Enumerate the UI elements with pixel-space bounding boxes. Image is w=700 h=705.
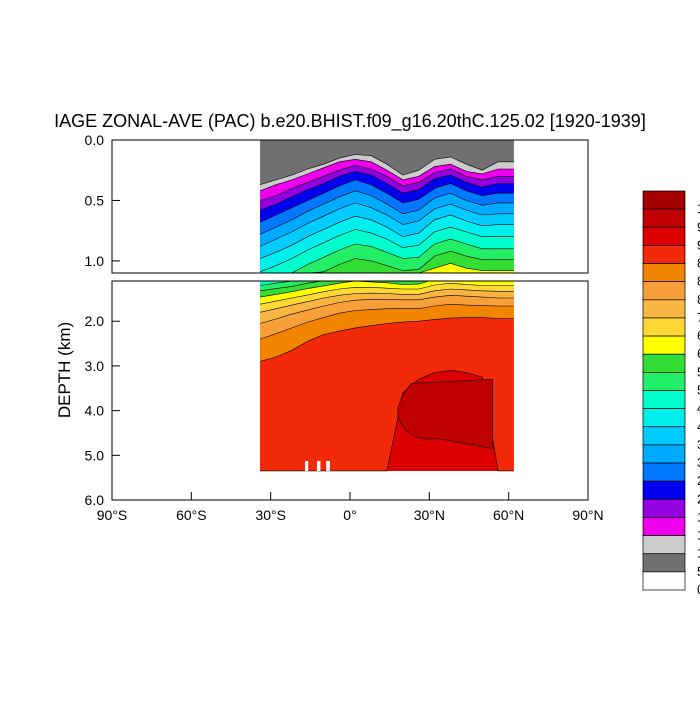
legend-swatch-15 <box>642 462 686 482</box>
upper-land-mask <box>513 140 588 273</box>
axes: 0.0 0.5 1.0 2.0 3.0 4.0 5.0 6.090°S 60°S 30°S 0° 30… <box>85 132 604 523</box>
legend-label: 5 <box>697 383 700 398</box>
upper-contour-line-12 <box>260 262 514 273</box>
x-tick-label: 30°S <box>255 507 286 523</box>
y-tick-label: 3.0 <box>85 358 105 374</box>
lower-contour-line-11 <box>260 281 324 292</box>
legend-swatch-11 <box>642 390 686 409</box>
legend-label: 0 <box>697 582 700 597</box>
data-gap-0 <box>305 460 309 471</box>
legend-swatch-21 <box>642 571 686 591</box>
legend-label: 5 <box>697 564 700 579</box>
upper-contour-line-5 <box>259 179 514 223</box>
y-tick-label: 0.0 <box>85 132 105 148</box>
x-tick-label: 0° <box>343 507 356 523</box>
legend-label: 1 <box>697 528 700 543</box>
x-tick-label: 90°S <box>97 507 128 523</box>
legend-label: 4 <box>697 401 700 416</box>
x-tick-label: 30°N <box>414 507 445 523</box>
legend-label: 3 <box>697 455 700 470</box>
legend-label: 3 <box>697 437 700 452</box>
color-legend: 1 9 9 8 8 8 7 6 6 5 5 4 4 3 3 2 2 1 1 1 5 0 <box>642 190 700 597</box>
legend-swatch-3 <box>642 245 686 264</box>
y-tick-label: 2.0 <box>85 313 105 329</box>
upper-field-band-12 <box>260 263 514 273</box>
legend-label: 6 <box>697 346 700 361</box>
legend-label: 5 <box>697 364 700 379</box>
upper-panel-frame <box>111 139 589 274</box>
legend-label: 8 <box>697 256 700 271</box>
y-axis-label: DEPTH (km) <box>55 322 74 418</box>
data-gap-2 <box>326 460 330 471</box>
legend-swatch-13 <box>642 426 686 446</box>
x-tick-label: 90°N <box>572 507 603 523</box>
legend-swatch-20 <box>642 553 686 573</box>
deep-red-core <box>397 379 494 449</box>
legend-swatch-12 <box>642 408 686 428</box>
lower-contour-line-15 <box>260 294 514 324</box>
legend-swatch-14 <box>642 444 686 464</box>
y-tick-label: 5.0 <box>85 447 105 463</box>
lower-contour-line-14 <box>260 288 514 313</box>
upper-contour-line-7 <box>259 202 514 247</box>
chart-title: IAGE ZONAL-AVE (PAC) b.e20.BHIST.f09_g16… <box>54 111 646 132</box>
legend-label: 7 <box>697 310 700 325</box>
legend-swatch-6 <box>642 299 686 319</box>
legend-swatch-4 <box>642 263 686 283</box>
upper-contour-line-6 <box>259 190 514 235</box>
upper-contour-line-3 <box>260 165 514 201</box>
data-gap-1 <box>316 460 321 471</box>
upper-contour-line-10 <box>260 238 514 273</box>
lower-contour-line-13 <box>260 282 514 305</box>
legend-label: 2 <box>697 473 700 488</box>
x-tick-label: 60°S <box>176 507 207 523</box>
upper-contour-line-4 <box>259 171 514 211</box>
legend-label: 1 <box>697 546 700 561</box>
y-tick-label: 1.0 <box>85 253 105 269</box>
x-tick-label: 60°N <box>493 507 524 523</box>
y-tick-label: 0.5 <box>85 192 105 208</box>
lower-contour-line-16 <box>260 303 514 340</box>
y-tick-label: 6.0 <box>85 492 105 508</box>
legend-label: 9 <box>697 219 700 234</box>
legend-swatch-17 <box>642 498 686 518</box>
legend-label: 8 <box>697 292 700 307</box>
legend-label: 1 <box>697 201 700 216</box>
legend-swatch-1 <box>642 208 686 228</box>
upper-contour-line-11 <box>260 250 514 273</box>
legend-swatch-9 <box>642 353 686 373</box>
legend-label: 8 <box>697 274 700 289</box>
legend-label: 4 <box>697 419 700 434</box>
lower-land-mask <box>513 281 588 500</box>
legend-label: 9 <box>697 237 700 252</box>
lower-panel-field <box>260 281 588 500</box>
legend-label: 1 <box>697 509 700 524</box>
legend-swatch-16 <box>642 480 686 500</box>
upper-contour-line-2 <box>259 158 514 192</box>
legend-swatch-18 <box>642 517 686 536</box>
legend-swatch-5 <box>642 281 686 301</box>
legend-label: 2 <box>697 491 700 506</box>
upper-contour-line-1 <box>260 154 514 185</box>
lower-contour-line-18 <box>260 370 514 472</box>
y-tick-label: 4.0 <box>85 403 105 419</box>
upper-contour-line-8 <box>259 214 514 259</box>
legend-swatch-10 <box>642 372 686 391</box>
lower-contour-line-12 <box>260 281 430 298</box>
lower-contour-line-17 <box>260 317 514 362</box>
legend-swatch-8 <box>642 335 686 355</box>
upper-panel-field <box>259 140 588 273</box>
legend-label: 6 <box>697 328 700 343</box>
legend-swatch-7 <box>642 317 686 337</box>
legend-swatch-2 <box>642 226 686 246</box>
legend-swatch-19 <box>642 535 686 555</box>
legend-swatch-0 <box>642 190 686 210</box>
upper-contour-line-9 <box>259 226 514 273</box>
